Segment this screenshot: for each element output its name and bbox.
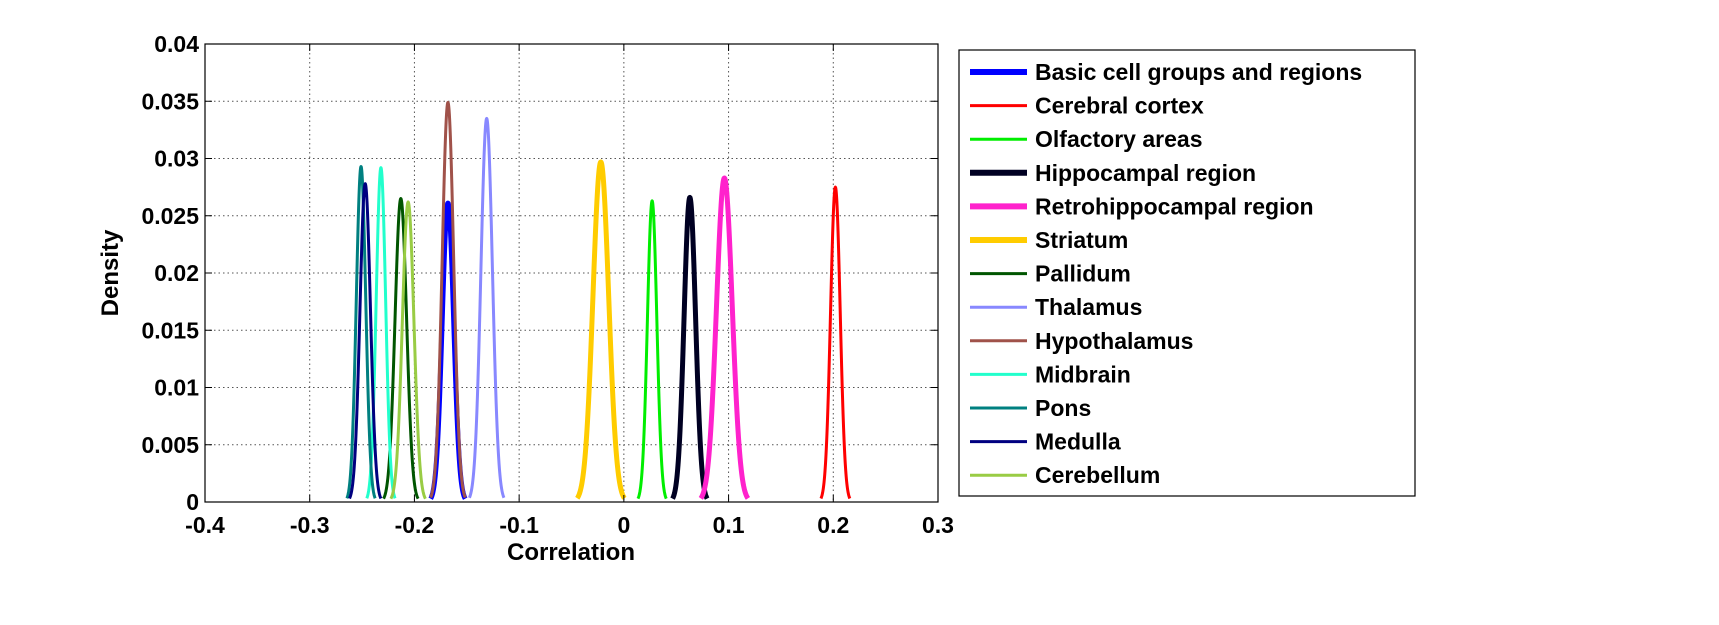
legend-entry: Hippocampal region	[1035, 160, 1256, 186]
x-tick-label: -0.1	[499, 512, 539, 538]
series-line	[429, 100, 467, 499]
series-lines	[345, 100, 852, 501]
y-tick-label: 0.025	[141, 203, 199, 229]
x-axis-label: Correlation	[507, 539, 635, 566]
series-line	[636, 199, 668, 500]
series-line	[389, 200, 427, 500]
series-line	[819, 185, 852, 500]
series-line	[468, 116, 506, 499]
y-tick-label: 0.02	[154, 260, 199, 286]
y-tick-label: 0.035	[141, 88, 199, 114]
legend-entry: Pallidum	[1035, 261, 1131, 287]
x-tick-label: -0.4	[185, 512, 225, 538]
legend-entry: Retrohippocampal region	[1035, 193, 1314, 219]
y-tick-label: 0.015	[141, 317, 199, 343]
y-tick-label: 0.03	[154, 146, 199, 172]
legend-box	[958, 49, 1416, 497]
y-axis-label: Density	[97, 229, 124, 316]
series-line	[698, 175, 751, 501]
legend-entry: Basic cell groups and regions	[1035, 59, 1362, 85]
legend-entry: Pons	[1035, 395, 1091, 421]
series-line	[575, 159, 627, 501]
series-line	[348, 182, 383, 500]
series-line	[670, 194, 710, 501]
x-tick-label: -0.2	[395, 512, 435, 538]
y-tick-label: 0.005	[141, 432, 199, 458]
legend-entry: Thalamus	[1035, 294, 1142, 320]
axis-ticks: -0.4 -0.3 -0.2 -0.1 0 0.1 0.2 0.3 0 0.005 0.01 0.01…	[141, 31, 954, 538]
x-tick-label: 0	[617, 512, 630, 538]
legend-entry: Cerebral cortex	[1035, 93, 1204, 119]
y-tick-label: 0.01	[154, 375, 199, 401]
legend-entry: Striatum	[1035, 227, 1128, 253]
grid-lines	[205, 44, 938, 502]
y-tick-label: 0.04	[154, 31, 199, 57]
legend-entry: Medulla	[1035, 429, 1121, 455]
legend-entry: Midbrain	[1035, 361, 1131, 387]
x-tick-label: 0.1	[713, 512, 745, 538]
legend-entry: Hypothalamus	[1035, 328, 1193, 354]
x-tick-label: -0.3	[290, 512, 330, 538]
x-tick-label: 0.2	[817, 512, 849, 538]
x-tick-label: 0.3	[922, 512, 954, 538]
series-line	[345, 165, 377, 500]
legend: Basic cell groups and regions Cerebral co…	[958, 49, 1416, 497]
legend-entry: Olfactory areas	[1035, 126, 1202, 152]
legend-entry: Cerebellum	[1035, 462, 1160, 488]
y-tick-label: 0	[186, 489, 199, 515]
